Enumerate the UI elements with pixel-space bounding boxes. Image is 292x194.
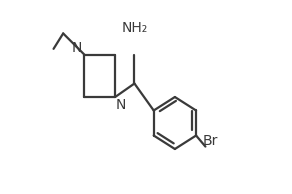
Text: NH₂: NH₂: [121, 21, 147, 35]
Text: Br: Br: [203, 134, 218, 148]
Text: N: N: [72, 41, 82, 55]
Text: N: N: [115, 98, 126, 112]
